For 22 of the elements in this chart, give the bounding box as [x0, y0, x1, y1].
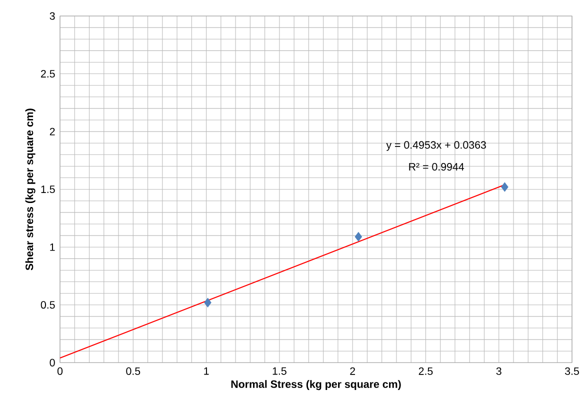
x-tick-label: 0: [57, 367, 63, 375]
x-tick-label: 2: [350, 367, 356, 375]
x-tick-label: 0.5: [126, 367, 140, 375]
point: [204, 298, 212, 308]
y-tick-label: 3: [50, 12, 55, 20]
y-tick-label: 0: [50, 358, 55, 366]
y-tick-label: 2.5: [41, 70, 55, 78]
x-tick-label: 3.5: [564, 367, 579, 375]
annotation: y = 0.4953x + 0.0363: [386, 141, 486, 151]
annotation: R² = 0.9944: [409, 163, 464, 171]
x-tick-label: 1: [204, 367, 209, 375]
x-axis-title: Normal Stress (kg per square cm): [231, 380, 401, 390]
y-tick-label: 1: [50, 243, 55, 251]
y-axis-title: Shear stress (kg per square cm): [25, 108, 36, 270]
x-tick-label: 2.5: [418, 367, 433, 375]
y-tick-label: 1.5: [41, 186, 55, 194]
x-tick-label: 1.5: [272, 367, 286, 375]
y-tick-label: 2: [50, 128, 55, 136]
y-tick-label: 0.5: [40, 301, 55, 309]
point: [501, 182, 508, 192]
x-tick-label: 3: [496, 367, 502, 375]
point: [354, 232, 362, 242]
